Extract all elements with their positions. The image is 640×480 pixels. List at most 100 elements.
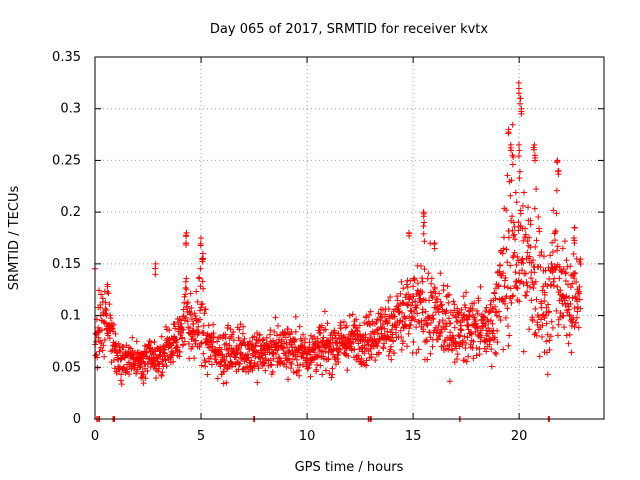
data-point bbox=[218, 359, 225, 366]
data-point bbox=[553, 264, 560, 271]
data-point bbox=[220, 380, 227, 387]
data-point bbox=[381, 340, 388, 347]
data-point bbox=[417, 262, 424, 269]
data-point bbox=[348, 347, 355, 354]
data-point bbox=[191, 355, 198, 362]
data-point bbox=[285, 355, 292, 362]
data-point bbox=[524, 288, 531, 295]
data-point bbox=[117, 377, 124, 384]
data-point bbox=[531, 269, 538, 276]
data-point bbox=[110, 321, 117, 328]
data-point bbox=[221, 368, 228, 375]
data-point bbox=[183, 275, 190, 282]
data-point bbox=[181, 317, 188, 324]
data-point bbox=[342, 350, 349, 357]
data-point bbox=[434, 327, 441, 334]
data-point bbox=[453, 314, 460, 321]
data-point bbox=[202, 306, 209, 313]
data-point bbox=[513, 199, 520, 206]
y-tick-label: 0.25 bbox=[52, 153, 81, 168]
data-point bbox=[136, 364, 143, 371]
data-point bbox=[407, 277, 414, 284]
data-point bbox=[340, 341, 347, 348]
data-point bbox=[291, 336, 298, 343]
data-point bbox=[235, 334, 242, 341]
data-point bbox=[391, 313, 398, 320]
data-point bbox=[351, 346, 358, 353]
data-point bbox=[447, 319, 454, 326]
data-point bbox=[560, 312, 567, 319]
data-point bbox=[532, 305, 539, 312]
data-point bbox=[374, 331, 381, 338]
data-point bbox=[171, 321, 178, 328]
data-point bbox=[434, 296, 441, 303]
data-point bbox=[526, 253, 533, 260]
data-point bbox=[494, 339, 501, 346]
data-point bbox=[446, 320, 453, 327]
data-point bbox=[516, 270, 523, 277]
points-layer bbox=[91, 79, 584, 422]
data-point bbox=[577, 305, 584, 312]
data-point bbox=[429, 315, 436, 322]
data-point bbox=[477, 283, 484, 290]
data-point bbox=[476, 351, 483, 358]
data-point bbox=[432, 299, 439, 306]
data-point bbox=[199, 258, 206, 265]
data-point bbox=[422, 308, 429, 315]
data-point bbox=[417, 299, 424, 306]
data-point bbox=[563, 293, 570, 300]
data-point bbox=[222, 334, 229, 341]
data-point bbox=[440, 282, 447, 289]
data-point bbox=[402, 322, 409, 329]
data-point bbox=[431, 245, 438, 252]
data-point bbox=[443, 323, 450, 330]
data-point bbox=[515, 153, 522, 160]
data-point bbox=[483, 348, 490, 355]
data-point bbox=[577, 256, 584, 263]
data-point bbox=[254, 379, 261, 386]
data-point bbox=[262, 351, 269, 358]
data-point bbox=[400, 285, 407, 292]
data-point bbox=[115, 340, 122, 347]
data-point bbox=[146, 345, 153, 352]
data-point bbox=[507, 285, 514, 292]
data-point bbox=[389, 331, 396, 338]
data-point bbox=[180, 326, 187, 333]
data-point bbox=[307, 351, 314, 358]
data-point bbox=[517, 100, 524, 107]
data-point bbox=[514, 285, 521, 292]
data-point bbox=[518, 108, 525, 115]
data-point bbox=[487, 317, 494, 324]
data-point bbox=[501, 277, 508, 284]
data-point bbox=[98, 327, 105, 334]
data-point bbox=[533, 237, 540, 244]
data-point bbox=[504, 259, 511, 266]
data-point bbox=[197, 340, 204, 347]
data-point bbox=[515, 227, 522, 234]
data-point bbox=[225, 322, 232, 329]
data-point bbox=[287, 359, 294, 366]
data-point bbox=[550, 278, 557, 285]
data-point bbox=[559, 300, 566, 307]
data-point bbox=[548, 318, 555, 325]
data-point bbox=[202, 359, 209, 366]
data-point bbox=[536, 353, 543, 360]
data-point bbox=[525, 242, 532, 249]
data-point bbox=[489, 320, 496, 327]
data-point bbox=[510, 292, 517, 299]
data-point bbox=[95, 287, 102, 294]
data-point bbox=[155, 365, 162, 372]
data-point bbox=[485, 318, 492, 325]
data-point bbox=[571, 305, 578, 312]
data-point bbox=[569, 280, 576, 287]
data-point bbox=[489, 330, 496, 337]
data-point bbox=[194, 298, 201, 305]
data-point bbox=[365, 341, 372, 348]
data-point bbox=[319, 371, 326, 378]
data-point bbox=[533, 332, 540, 339]
data-point bbox=[144, 367, 151, 374]
data-point bbox=[451, 301, 458, 308]
data-point bbox=[473, 320, 480, 327]
data-point bbox=[306, 339, 313, 346]
data-point bbox=[137, 363, 144, 370]
